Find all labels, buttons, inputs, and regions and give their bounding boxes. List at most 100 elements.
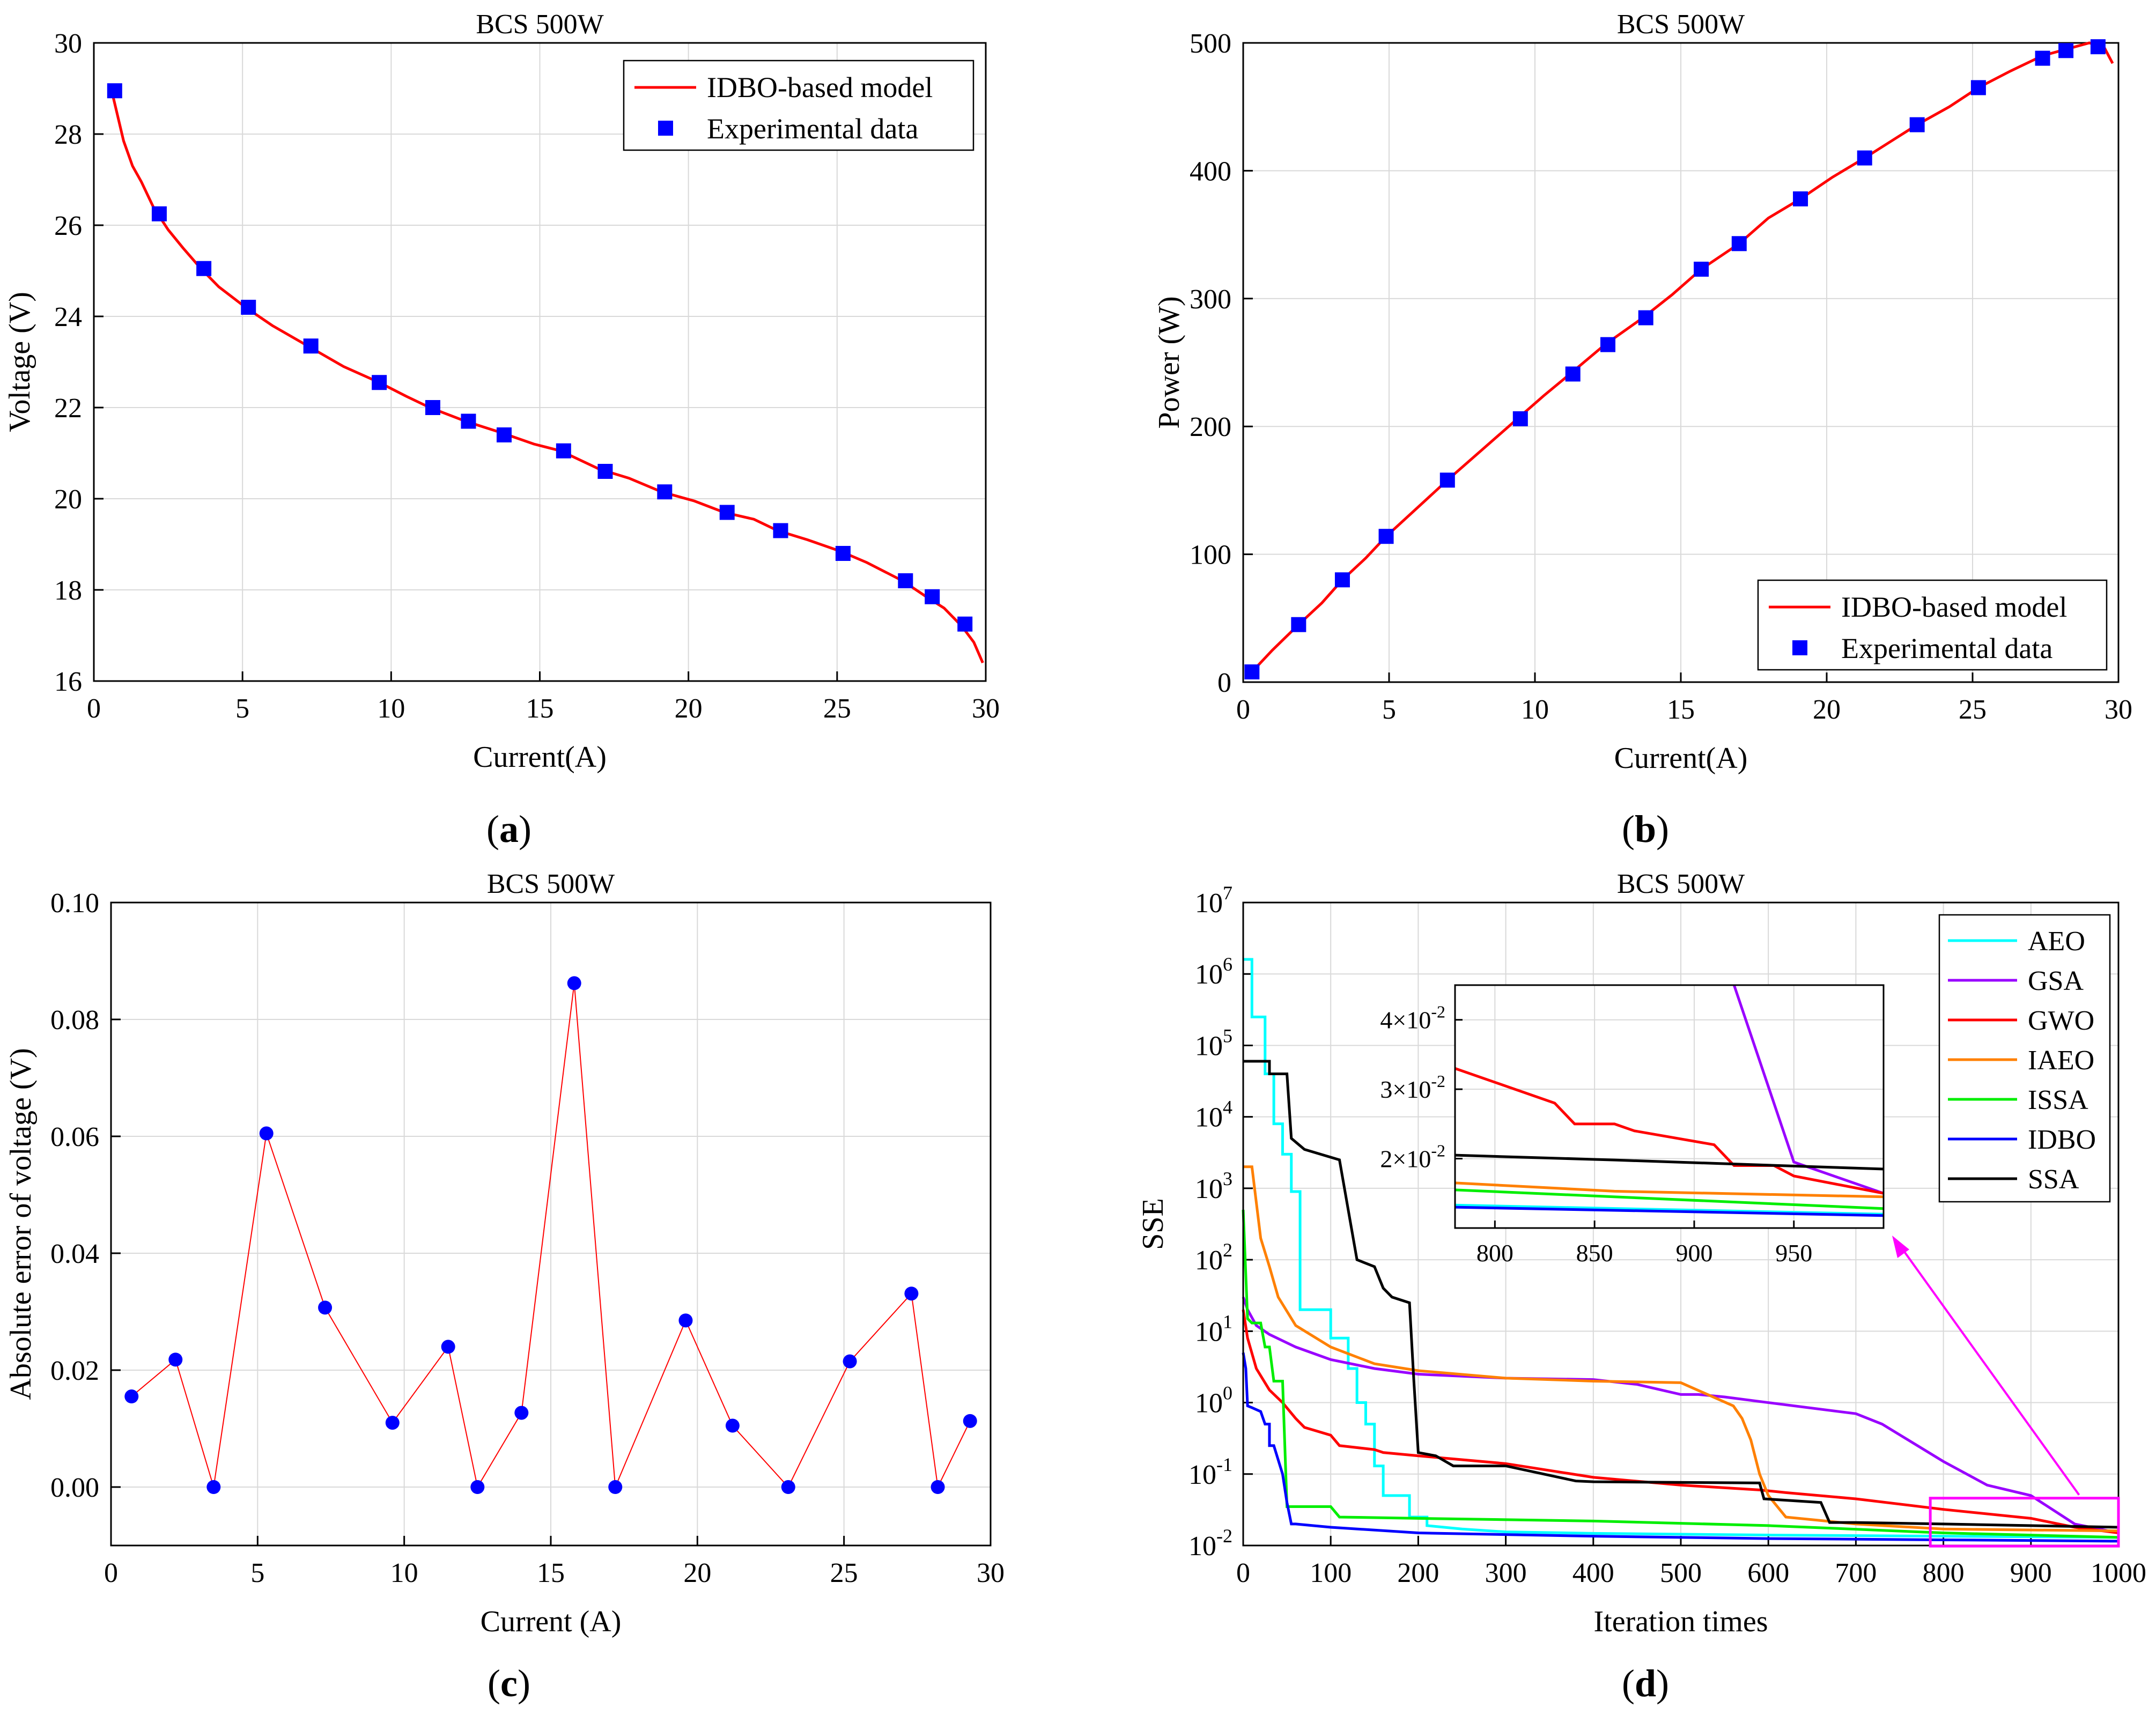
x-tick-label: 30	[2105, 694, 2132, 725]
x-tick-label: 5	[235, 693, 249, 724]
x-axis-label: Current (A)	[481, 1605, 622, 1638]
error-point	[168, 1352, 183, 1367]
legend-label-experimental: Experimental data	[707, 113, 918, 145]
zoom-arrow-head	[1892, 1236, 1909, 1258]
error-line	[131, 983, 971, 1489]
x-tick-label: 25	[823, 693, 851, 724]
error-point	[963, 1414, 977, 1428]
x-tick-label: 25	[1959, 694, 1987, 725]
y-tick-label: 16	[54, 667, 82, 697]
experimental-point	[303, 338, 319, 354]
experimental-point	[1638, 310, 1653, 326]
panel-label: (c)	[488, 1662, 530, 1705]
error-point	[843, 1354, 857, 1369]
y-tick-label: 107	[1195, 882, 1232, 919]
experimental-point	[1793, 191, 1808, 206]
y-tick-label: 100	[1195, 1382, 1232, 1419]
y-tick-label: 0	[1217, 668, 1231, 698]
legend-marker-experimental	[658, 121, 673, 136]
plot-frame	[110, 901, 992, 1547]
y-tick-label: 104	[1195, 1097, 1232, 1133]
series-line-aeo	[1243, 958, 2119, 1539]
chart-title: BCS 500W	[476, 9, 603, 40]
y-tick-label: 105	[1195, 1025, 1232, 1061]
y-tick-label: 26	[54, 211, 82, 241]
x-tick-label: 0	[1236, 1558, 1250, 1588]
experimental-point	[1857, 150, 1872, 166]
experimental-point	[107, 83, 122, 99]
experimental-point	[2058, 43, 2074, 58]
chart-title: BCS 500W	[487, 869, 615, 899]
experimental-point	[1512, 411, 1528, 426]
y-tick-label: 22	[54, 393, 82, 424]
error-point	[781, 1480, 795, 1494]
experimental-point	[1439, 472, 1455, 488]
experimental-point	[2090, 39, 2106, 55]
inset-y-tick-label: 2×10-2	[1380, 1141, 1445, 1173]
series-line-gsa	[1242, 1296, 2119, 1534]
legend-label-aeo: AEO	[2028, 926, 2085, 957]
legend-label-model: IDBO-based model	[1841, 591, 2067, 623]
inset-series-aeo	[1455, 1203, 1884, 1216]
inset-series-gwo	[1455, 1067, 1884, 1195]
series-line-ssa	[1243, 1060, 2119, 1529]
error-point	[318, 1300, 333, 1315]
error-point	[124, 1389, 139, 1404]
chart-panel-a: 0 5 10 15 20 25 30 16 18 20 22 24 26 28 30 BCS 500W Curr…	[3, 9, 1000, 774]
experimental-point	[1244, 664, 1260, 679]
inset-y-tick-label: 3×10-2	[1380, 1071, 1445, 1103]
y-tick-label: 10-1	[1188, 1454, 1232, 1490]
y-tick-label: 0.04	[50, 1239, 99, 1269]
error-point	[725, 1418, 740, 1433]
experimental-point	[1970, 80, 1986, 95]
experimental-point	[1291, 617, 1306, 632]
x-tick-label: 15	[537, 1558, 565, 1588]
experimental-point	[1694, 261, 1709, 277]
inset-x-tick-label: 800	[1476, 1239, 1513, 1267]
x-tick-label: 0	[1236, 694, 1250, 725]
inset-series-ssa	[1455, 1153, 1884, 1171]
series-line-gwo	[1242, 1309, 2119, 1535]
x-axis-label: Current(A)	[473, 741, 607, 774]
error-point	[206, 1480, 221, 1494]
x-tick-label: 900	[2010, 1558, 2052, 1588]
error-point	[259, 1126, 274, 1141]
x-tick-label: 15	[1667, 694, 1695, 725]
legend-label-issa: ISSA	[2028, 1085, 2088, 1115]
experimental-point	[151, 206, 167, 221]
experimental-point	[556, 443, 571, 459]
experimental-point	[425, 400, 440, 415]
x-tick-label: 0	[104, 1558, 118, 1588]
error-point	[441, 1340, 455, 1354]
inset-series-issa	[1455, 1188, 1884, 1210]
y-axis-label: SSE	[1136, 1198, 1170, 1250]
experimental-point	[1378, 529, 1394, 544]
y-tick-label: 18	[54, 575, 82, 606]
y-tick-label: 100	[1190, 540, 1231, 571]
experimental-point	[461, 413, 476, 429]
experimental-point	[957, 616, 973, 632]
x-tick-label: 30	[972, 693, 1000, 724]
error-point	[470, 1480, 485, 1494]
experimental-point	[719, 505, 735, 520]
experimental-point	[241, 300, 256, 315]
zoom-region-box	[1929, 1497, 2120, 1548]
inset-x-tick-label: 950	[1775, 1239, 1812, 1267]
x-tick-label: 800	[1923, 1558, 1965, 1588]
x-tick-label: 600	[1747, 1558, 1789, 1588]
x-tick-label: 15	[526, 693, 554, 724]
y-tick-label: 500	[1190, 28, 1231, 59]
experimental-point	[1334, 572, 1350, 588]
series-line-idbo	[1242, 1352, 2119, 1543]
y-tick-label: 0.02	[50, 1356, 99, 1386]
panel-label: (a)	[486, 808, 531, 851]
x-tick-label: 100	[1310, 1558, 1352, 1588]
x-tick-label: 25	[830, 1558, 858, 1588]
x-tick-label: 30	[977, 1558, 1005, 1588]
x-axis-label: Current(A)	[1614, 742, 1748, 775]
inset-series-idbo	[1455, 1206, 1884, 1217]
experimental-point	[1731, 236, 1747, 252]
legend-label-gsa: GSA	[2028, 966, 2084, 996]
